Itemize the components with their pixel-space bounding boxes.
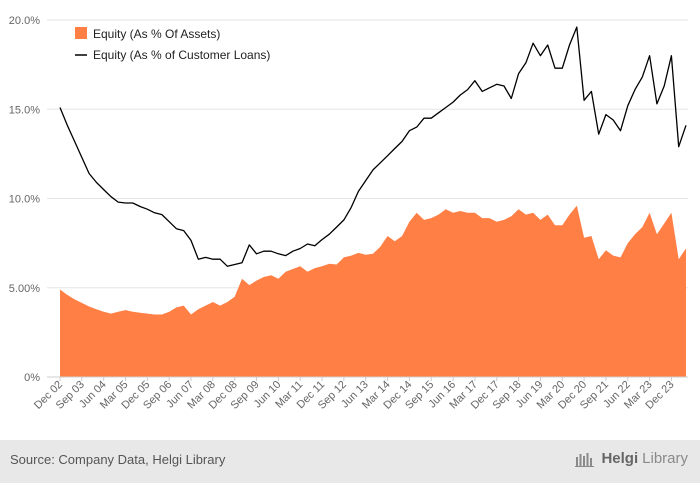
- y-axis: 0% 5.00% 10.0% 15.0% 20.0%: [9, 15, 40, 384]
- assets-area: [60, 205, 686, 377]
- loans-line: [59, 26, 687, 267]
- assets-area-series: [60, 205, 686, 377]
- y-tick-label: 10.0%: [9, 194, 40, 206]
- y-tick-label: 15.0%: [9, 104, 40, 116]
- brand-logo: Helgi Library: [575, 450, 688, 467]
- footer: Source: Company Data, Helgi Library Helg…: [0, 440, 700, 483]
- legend-swatch-assets: [75, 27, 87, 39]
- brand-name-light: Library: [642, 450, 688, 467]
- legend-label-assets: Equity (As % Of Assets): [93, 27, 220, 41]
- legend-label-loans: Equity (As % of Customer Loans): [93, 48, 270, 62]
- library-icon: [575, 452, 595, 467]
- legend: Equity (As % Of Assets) Equity (As % of C…: [75, 27, 270, 62]
- y-tick-label: 0%: [24, 372, 40, 384]
- y-tick-label: 5.00%: [9, 283, 40, 295]
- brand-name-bold: Helgi: [601, 450, 639, 467]
- source-note: Source: Company Data, Helgi Library: [10, 452, 226, 467]
- loans-line-series: [59, 26, 687, 267]
- y-tick-label: 20.0%: [9, 15, 40, 27]
